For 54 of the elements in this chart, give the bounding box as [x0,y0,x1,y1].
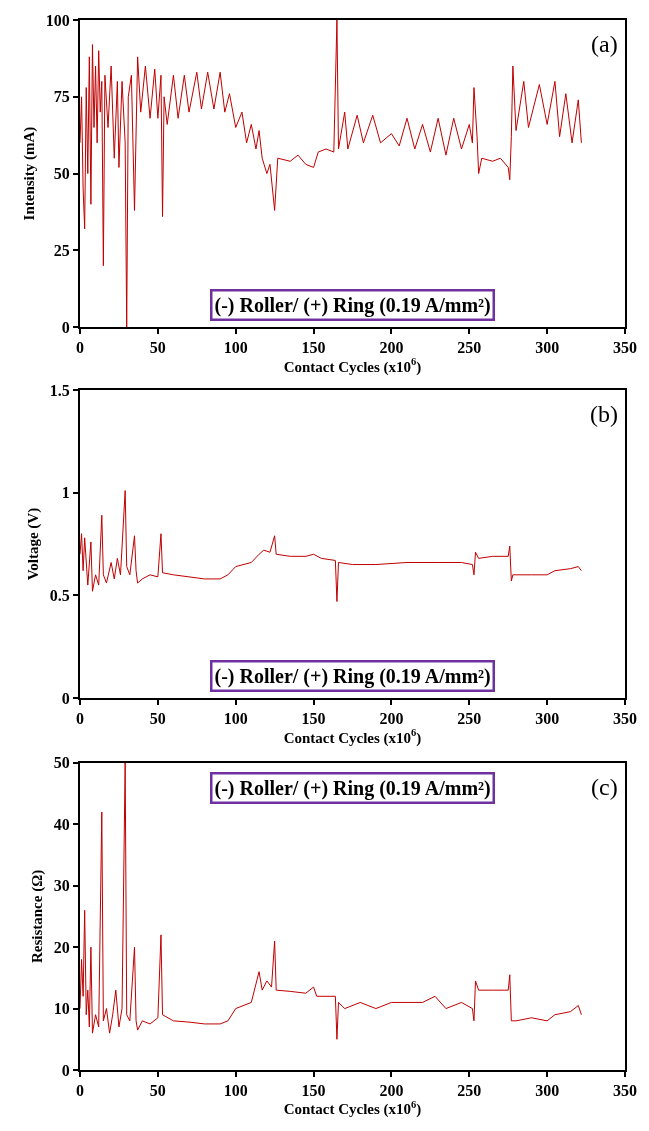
annotation: (c) [591,774,618,800]
x-axis-title: Contact Cycles (x10$^{6}$) [283,1099,422,1119]
x-tick-label: 0 [76,1082,84,1100]
x-tick-label: 200 [379,339,404,357]
x-tick-label: 300 [535,1082,560,1100]
annotation: (-) Roller/ (+) Ring (0.19 A/mm²) [214,293,491,317]
y-axis-title: Voltage (V) [24,507,42,581]
y-tick-label: 75 [53,88,70,106]
x-tick-label: 50 [149,1082,166,1100]
x-tick-label: 150 [301,1082,326,1100]
y-axis-title: Intensity (mA) [20,126,38,221]
x-tick-label: 300 [535,710,560,728]
line-series [80,20,582,328]
x-axis-title: Contact Cycles (x10$^{6}$) [283,356,422,376]
y-tick-label: 100 [45,11,70,29]
x-tick-label: 0 [76,339,84,357]
y-tick-label: 10 [53,1000,70,1018]
x-tick-label: 50 [149,710,166,728]
x-tick-label: 150 [301,710,326,728]
y-axis-title: Resistance (Ω) [28,869,46,964]
y-tick-label: 0 [61,689,70,707]
y-tick-label: 50 [53,165,70,183]
y-tick-label: 30 [53,877,70,895]
y-tick-label: 20 [53,938,70,956]
x-tick-label: 300 [535,339,560,357]
y-tick-label: 0.5 [49,586,70,604]
x-tick-label: 50 [149,339,166,357]
x-tick-label: 350 [613,1082,637,1100]
x-tick-label: 200 [379,710,404,728]
annotation: (b) [590,401,618,427]
y-tick-label: 1.5 [49,381,70,399]
annotation: (a) [591,31,618,57]
y-tick-label: 0 [61,318,70,336]
x-tick-label: 250 [457,339,482,357]
y-tick-label: 1 [61,484,70,502]
annotation: (-) Roller/ (+) Ring (0.19 A/mm²) [214,664,491,688]
y-tick-label: 0 [61,1061,70,1079]
line-series [80,762,582,1040]
x-tick-label: 200 [379,1082,404,1100]
x-tick-label: 100 [223,710,248,728]
x-tick-label: 100 [223,1082,248,1100]
x-tick-label: 0 [76,710,84,728]
x-tick-label: 250 [457,710,482,728]
y-tick-label: 40 [53,815,70,833]
x-tick-label: 100 [223,339,248,357]
line-series [80,490,582,603]
y-tick-label: 25 [53,241,70,259]
x-tick-label: 350 [613,339,637,357]
annotation: (-) Roller/ (+) Ring (0.19 A/mm²) [214,776,491,800]
y-tick-label: 50 [53,754,70,772]
x-tick-label: 150 [301,339,326,357]
x-tick-label: 350 [613,710,637,728]
x-tick-label: 250 [457,1082,482,1100]
x-axis-title: Contact Cycles (x10$^{6}$) [283,727,422,747]
